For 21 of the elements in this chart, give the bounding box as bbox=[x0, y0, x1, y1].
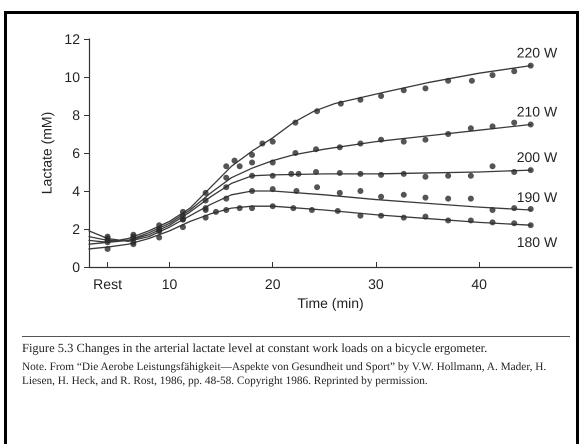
y-tick-label: 6 bbox=[72, 145, 80, 161]
y-tick-label: 4 bbox=[72, 183, 80, 199]
y-axis-title: Lactate (mM) bbox=[38, 112, 55, 194]
text: Note. From “Die Aerobe Leistungsfähigkeit—Aspekte von Gesundheit und Sport” by V.W. Hollmann, A. Mader, H. Liesen, H. Heck, and R. Rost, 1986, pp. 48-58. Copyright 1986. Reprinted by permission. bbox=[22, 360, 548, 388]
series-label: 200 W bbox=[516, 149, 558, 166]
y-tick-label: 0 bbox=[72, 259, 80, 275]
y-tick-label: 8 bbox=[72, 107, 80, 123]
series-label: 190 W bbox=[516, 189, 558, 205]
x-tick-label: Rest bbox=[93, 276, 122, 292]
x-tick-label: 30 bbox=[368, 276, 384, 292]
x-tick-label: 10 bbox=[162, 276, 178, 292]
y-tick-label: 10 bbox=[64, 69, 80, 85]
series-label: 180 W bbox=[516, 234, 558, 250]
x-tick-label: 20 bbox=[264, 276, 281, 292]
x-axis-title: Time (min) bbox=[297, 294, 364, 311]
series-label: 210 W bbox=[516, 104, 558, 120]
y-tick-label: 2 bbox=[72, 221, 80, 237]
text: Figure 5.3 Changes in the arterial lactate level at constant work loads on a bicycle ergometer. bbox=[22, 341, 488, 356]
y-tick-label: 12 bbox=[64, 31, 80, 47]
x-tick-label: 40 bbox=[471, 276, 488, 292]
series-label: 220 W bbox=[516, 44, 558, 61]
